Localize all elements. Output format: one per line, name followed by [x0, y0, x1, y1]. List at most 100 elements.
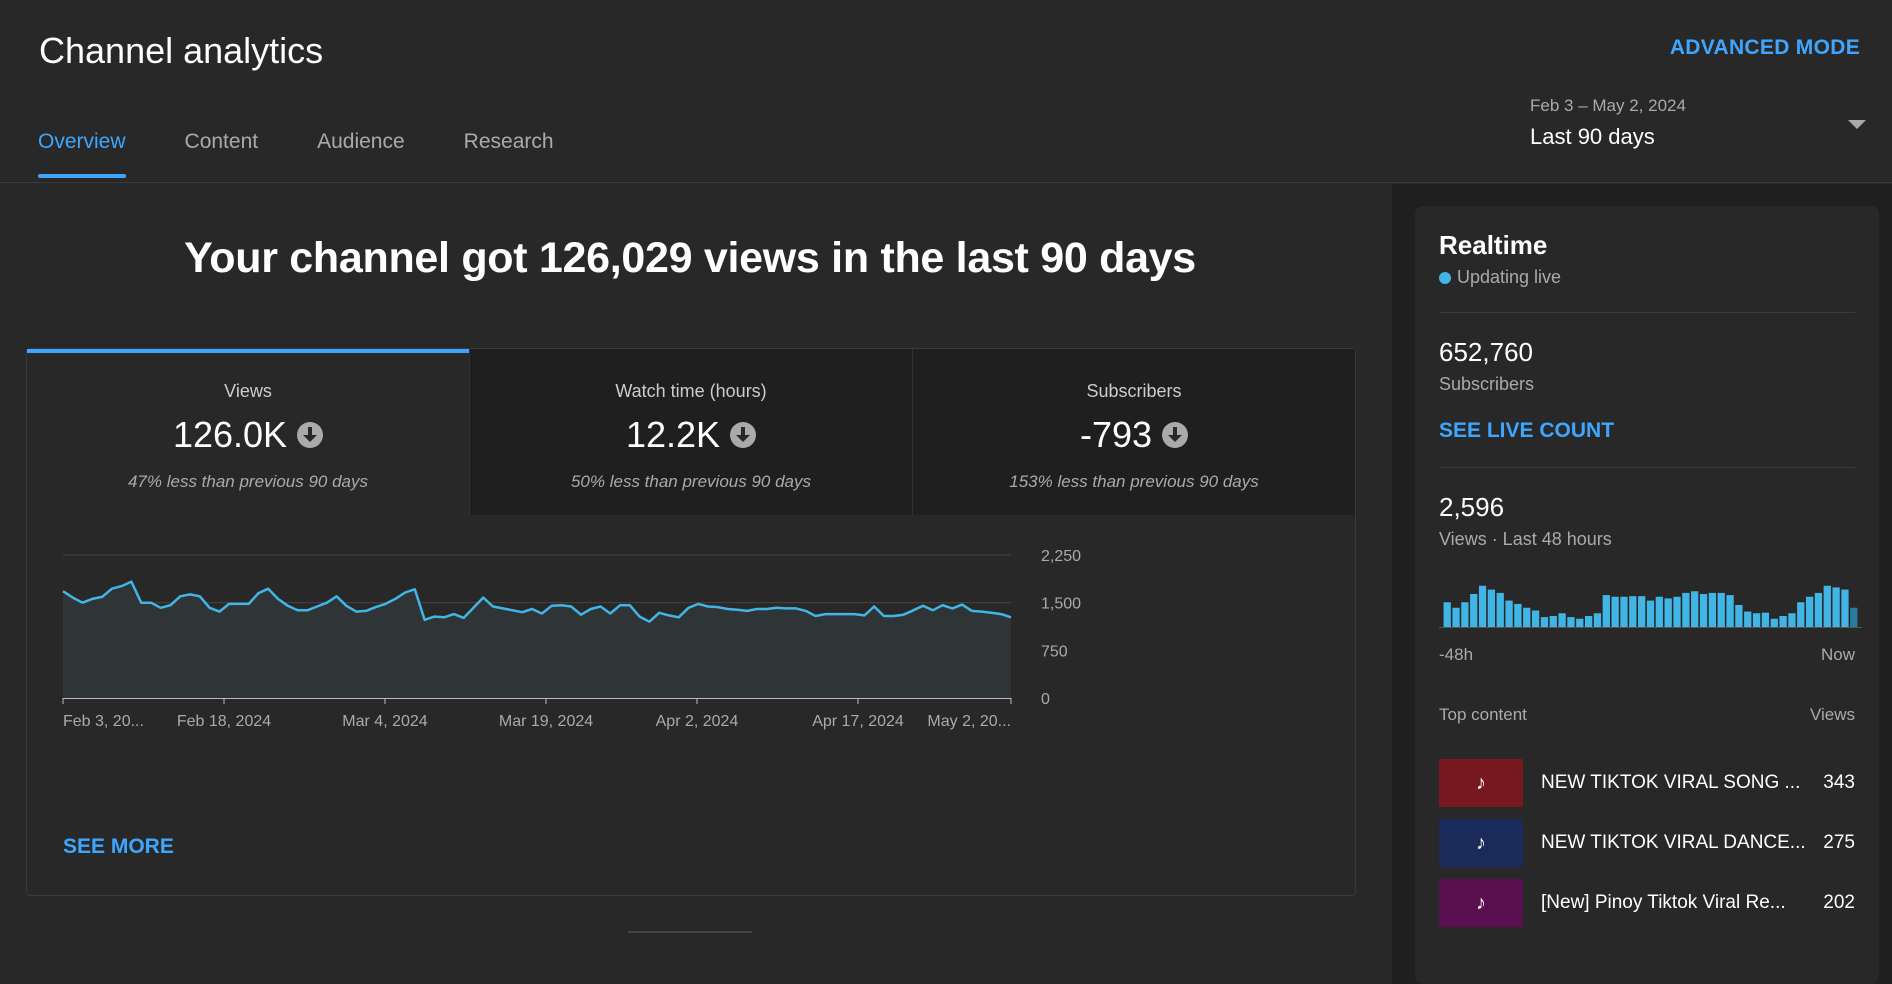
axis-start-label: -48h: [1439, 645, 1474, 664]
arrow-down-icon: [730, 422, 757, 448]
y-tick-label: 750: [1041, 643, 1068, 660]
metric-views[interactable]: Views 126.0K 47% less than previous 90 d…: [27, 349, 470, 515]
realtime-bar: [1470, 594, 1478, 627]
video-thumbnail: ♪: [1439, 759, 1523, 807]
realtime-card: Realtime Updating live 652,760 Subscribe…: [1415, 206, 1879, 984]
see-live-count-link[interactable]: SEE LIVE COUNT: [1439, 419, 1615, 442]
video-title: [New] Pinoy Tiktok Viral Re...: [1541, 892, 1786, 913]
top-content-header: Top content Views: [1439, 705, 1855, 725]
tab-content[interactable]: Content: [184, 130, 259, 153]
realtime-bar: [1523, 607, 1531, 627]
live-status-text: Updating live: [1457, 267, 1562, 287]
realtime-bar: [1823, 585, 1831, 627]
realtime-title: Realtime: [1439, 230, 1548, 260]
date-preset-text: Last 90 days: [1530, 124, 1655, 149]
realtime-bar-chart[interactable]: [1439, 572, 1862, 628]
tiktok-logo-icon: ♪: [1476, 892, 1486, 914]
tiktok-logo-icon: ♪: [1476, 832, 1486, 854]
top-content-row[interactable]: ♪ NEW TIKTOK VIRAL DANCE... 275: [1439, 813, 1855, 873]
top-content-row[interactable]: ♪ NEW TIKTOK VIRAL SONG ... 343: [1439, 753, 1855, 813]
video-views: 275: [1823, 832, 1855, 853]
realtime-axis: -48h Now: [1439, 645, 1855, 665]
metric-value: 126.0K: [172, 414, 288, 455]
metrics-card: Views 126.0K 47% less than previous 90 d…: [26, 348, 1356, 896]
metric-label: Watch time (hours): [615, 381, 767, 401]
arrow-down-icon: [1162, 422, 1189, 448]
tab-overview[interactable]: Overview: [38, 130, 126, 178]
top-content-label: Top content: [1439, 705, 1527, 724]
carousel-indicator: [628, 931, 752, 933]
views-line-chart[interactable]: 2,250 1,500 750 0 Feb 3, 20... Feb 18, 2024 Ma…: [27, 515, 1355, 815]
date-range-text: Feb 3 – May 2, 2024: [1530, 96, 1686, 115]
realtime-bar: [1850, 607, 1858, 627]
realtime-bar: [1699, 594, 1708, 627]
y-tick-label: 0: [1041, 691, 1050, 708]
realtime-bar: [1514, 603, 1522, 627]
x-tick-label: Feb 3, 20...: [63, 713, 144, 730]
metric-label: Views: [224, 381, 272, 401]
metric-change: 50% less than previous 90 days: [570, 472, 812, 491]
metric-watch-time[interactable]: Watch time (hours) 12.2K 50% less than p…: [470, 349, 913, 515]
metric-subscribers[interactable]: Subscribers -793 153% less than previous…: [913, 349, 1355, 515]
subscriber-label: Subscribers: [1439, 374, 1535, 394]
video-views: 202: [1823, 892, 1855, 913]
realtime-bar: [1805, 596, 1814, 627]
date-range-picker[interactable]: Feb 3 – May 2, 2024 Last 90 days: [1530, 96, 1866, 160]
realtime-bar: [1726, 595, 1734, 627]
realtime-bar: [1708, 592, 1717, 627]
realtime-bar: [1593, 613, 1602, 627]
metric-change: 153% less than previous 90 days: [1009, 472, 1259, 491]
realtime-bar: [1487, 589, 1496, 627]
realtime-bar: [1496, 592, 1504, 627]
views-series-line: [62, 580, 1012, 623]
live-status: Updating live: [1439, 267, 1855, 288]
realtime-bar: [1664, 598, 1672, 627]
x-tick-label: May 2, 20...: [927, 713, 1011, 730]
realtime-bar: [1735, 605, 1743, 627]
realtime-bar: [1531, 610, 1540, 627]
tiktok-logo-icon: ♪: [1476, 772, 1486, 794]
realtime-bar: [1620, 596, 1628, 627]
advanced-mode-button[interactable]: ADVANCED MODE: [1669, 36, 1860, 59]
tab-bar: Overview Content Audience Research: [38, 130, 613, 178]
realtime-bar: [1788, 613, 1796, 627]
page-title: Channel analytics: [39, 30, 324, 71]
views-area-fill: [63, 581, 1011, 698]
metric-value: 12.2K: [625, 414, 721, 455]
realtime-bar: [1682, 592, 1690, 627]
page-header: Channel analytics ADVANCED MODE Overview…: [0, 0, 1892, 183]
realtime-bar: [1832, 587, 1840, 627]
realtime-views-count: 2,596: [1439, 492, 1505, 522]
y-tick-label: 2,250: [1041, 548, 1081, 565]
realtime-bar: [1611, 596, 1619, 627]
x-tick-label: Apr 17, 2024: [812, 713, 904, 730]
metric-value: -793: [1079, 414, 1153, 455]
metric-label: Subscribers: [1086, 381, 1182, 401]
x-tick-label: Feb 18, 2024: [177, 713, 271, 730]
tab-audience[interactable]: Audience: [317, 130, 405, 153]
divider: [1439, 312, 1855, 313]
realtime-bar: [1646, 600, 1655, 627]
realtime-bar: [1691, 591, 1699, 627]
realtime-bar: [1540, 617, 1549, 627]
divider: [1439, 467, 1855, 468]
realtime-bar: [1584, 616, 1593, 627]
realtime-bar: [1558, 613, 1566, 627]
overview-panel: Your channel got 126,029 views in the la…: [0, 184, 1392, 984]
live-dot-icon: [1439, 271, 1451, 284]
video-title: NEW TIKTOK VIRAL SONG ...: [1541, 772, 1801, 793]
realtime-bar: [1478, 585, 1487, 627]
video-views: 343: [1823, 772, 1855, 793]
metric-tabs: Views 126.0K 47% less than previous 90 d…: [27, 349, 1355, 515]
realtime-bar: [1717, 592, 1725, 627]
video-thumbnail: ♪: [1439, 819, 1523, 867]
tab-research[interactable]: Research: [463, 130, 554, 153]
see-more-link[interactable]: SEE MORE: [63, 835, 174, 858]
x-tick-label: Apr 2, 2024: [656, 713, 739, 730]
top-content-row[interactable]: ♪ [New] Pinoy Tiktok Viral Re... 202: [1439, 873, 1855, 933]
realtime-bar: [1752, 613, 1761, 627]
arrow-down-icon: [297, 422, 324, 448]
y-tick-label: 1,500: [1041, 596, 1081, 613]
dropdown-caret-icon: [1848, 120, 1866, 129]
realtime-bar: [1549, 616, 1557, 627]
